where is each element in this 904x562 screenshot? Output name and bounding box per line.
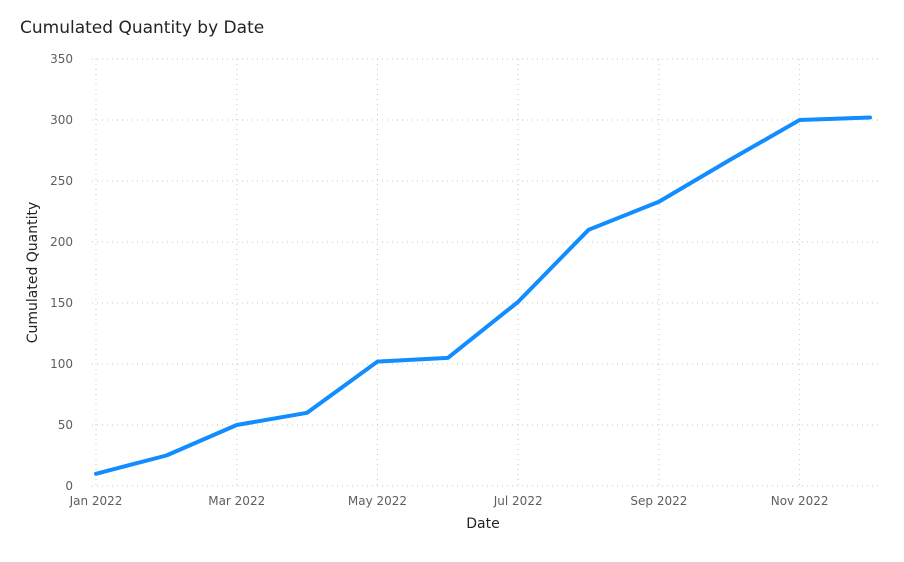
x-tick-label-6: Jul 2022: [493, 494, 543, 508]
data-point-2022-05[interactable]: [373, 358, 381, 366]
y-tick-label-200: 200: [50, 235, 73, 249]
data-point-2022-06[interactable]: [444, 354, 452, 362]
y-tick-label-50: 50: [58, 418, 73, 432]
y-tick-label-300: 300: [50, 113, 73, 127]
y-tick-label-100: 100: [50, 357, 73, 371]
x-tick-label-0: Jan 2022: [69, 494, 123, 508]
y-axis-title: Cumulated Quantity: [25, 202, 41, 344]
x-tick-label-8: Sep 2022: [630, 494, 687, 508]
y-tick-label-0: 0: [65, 479, 73, 493]
series-layer: [92, 114, 874, 478]
data-point-2022-03[interactable]: [233, 421, 241, 429]
data-point-2022-04[interactable]: [303, 409, 311, 417]
x-axis-title: Date: [466, 516, 499, 532]
chart-title: Cumulated Quantity by Date: [20, 18, 265, 38]
data-point-2022-10[interactable]: [725, 156, 733, 164]
x-tick-label-2: Mar 2022: [208, 494, 265, 508]
series-line-0[interactable]: [94, 115, 872, 476]
gridlines: [92, 58, 878, 487]
data-point-2022-07[interactable]: [514, 298, 522, 306]
data-point-2022-01[interactable]: [92, 470, 100, 478]
y-tick-label-350: 350: [50, 52, 73, 66]
y-tick-label-150: 150: [50, 296, 73, 310]
data-point-2022-11[interactable]: [796, 116, 804, 124]
data-point-2022-09[interactable]: [655, 198, 663, 206]
data-point-2022-12[interactable]: [866, 114, 874, 122]
x-tick-label-4: May 2022: [348, 494, 407, 508]
y-tick-label-250: 250: [50, 174, 73, 188]
axes: 0 50 100 150 200 250 300 350 Jan 2022 Mar 2022 May…: [50, 52, 828, 508]
data-point-2022-02[interactable]: [162, 452, 170, 460]
data-point-2022-08[interactable]: [585, 226, 593, 234]
x-tick-label-10: Nov 2022: [771, 494, 829, 508]
